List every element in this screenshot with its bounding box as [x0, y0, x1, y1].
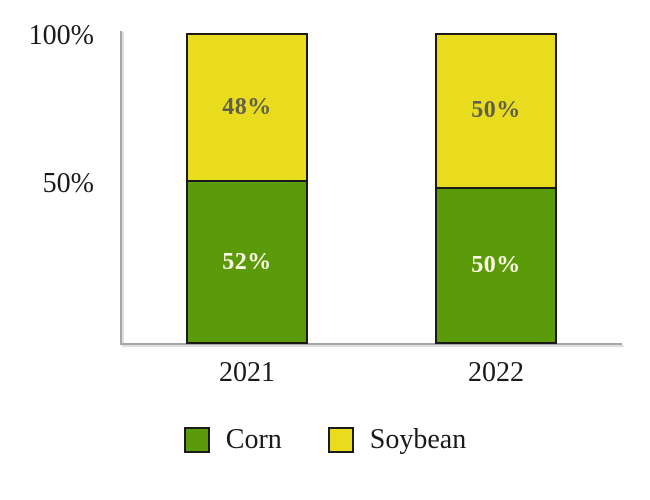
y-axis-tick-50: 50%: [42, 168, 94, 199]
bar-value-label: 50%: [471, 251, 521, 278]
x-axis-labels: 2021 2022: [120, 357, 622, 391]
bar-segment-2022-soybean: 50%: [437, 35, 555, 189]
y-axis-tick-100: 100%: [28, 20, 94, 51]
corn-swatch: [183, 427, 210, 453]
legend-item-soybean: Soybean: [327, 424, 467, 456]
bar-value-label: 48%: [222, 94, 272, 121]
bar-2022: 50% 50%: [435, 33, 557, 344]
legend: Corn Soybean: [0, 424, 650, 456]
y-axis-line: [120, 31, 122, 344]
bar-2021: 52% 48%: [186, 33, 308, 344]
legend-label-soybean: Soybean: [369, 424, 467, 455]
bar-segment-2022-corn: 50%: [437, 188, 555, 342]
soybean-swatch: [327, 427, 354, 453]
bar-segment-2021-soybean: 48%: [188, 35, 306, 183]
legend-item-corn: Corn: [183, 424, 282, 456]
x-axis-line: [120, 343, 622, 345]
plot-area: 52% 48% 50% 50%: [120, 33, 622, 344]
x-axis-label-2021: 2021: [219, 357, 275, 388]
legend-label-corn: Corn: [225, 424, 282, 455]
x-axis-label-2022: 2022: [468, 357, 524, 388]
bar-segment-2021-corn: 52%: [188, 182, 306, 342]
bar-value-label: 52%: [222, 248, 272, 275]
bar-value-label: 50%: [471, 97, 521, 124]
